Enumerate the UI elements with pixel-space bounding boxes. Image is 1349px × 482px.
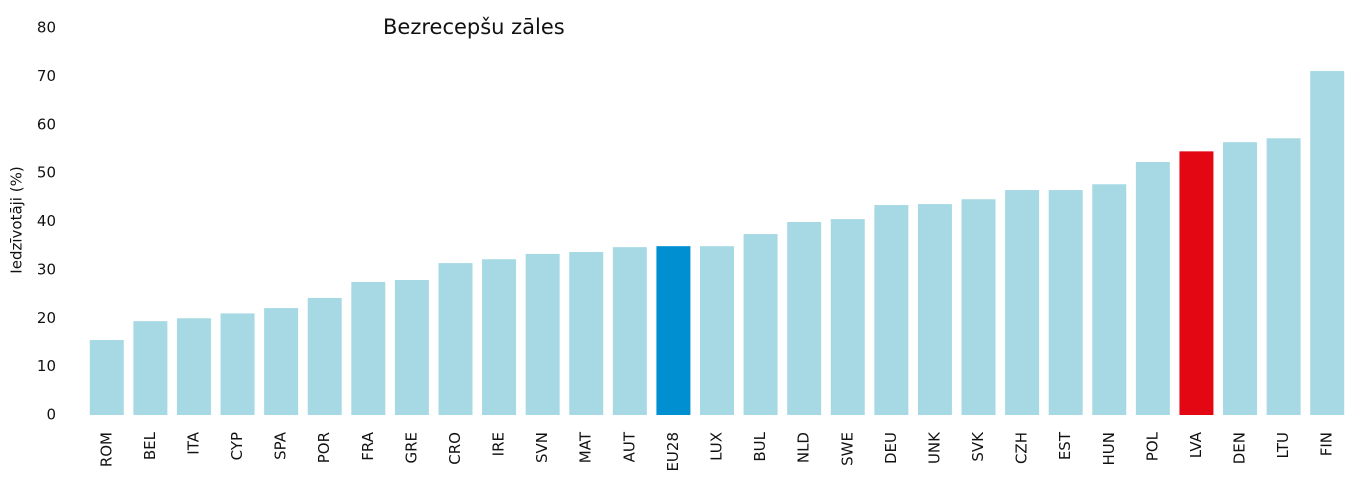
x-tick-label: LTU: [1274, 432, 1292, 458]
x-tick-label: NLD: [795, 432, 813, 463]
bar: [1223, 142, 1258, 416]
bar: [394, 280, 429, 415]
bar: [1005, 190, 1040, 415]
x-tick-label: CYP: [228, 432, 246, 460]
bar: [961, 199, 996, 415]
x-tick-label: CZH: [1013, 432, 1031, 464]
bar: [1092, 184, 1127, 415]
bar: [176, 318, 211, 415]
bar: [1266, 138, 1301, 416]
y-tick-label: 70: [37, 67, 56, 85]
x-tick-label: EU28: [664, 432, 682, 472]
x-tick-label: IRE: [490, 432, 508, 456]
bar: [1048, 190, 1083, 415]
y-tick-label: 30: [37, 260, 56, 278]
y-tick-label: 0: [46, 406, 56, 424]
y-tick-label: 60: [37, 115, 56, 133]
bar: [89, 340, 124, 415]
bar: [438, 263, 473, 415]
x-tick-label: CRO: [446, 432, 464, 465]
bar: [612, 247, 647, 415]
bar: [700, 246, 734, 415]
y-tick-label: 20: [37, 309, 56, 327]
x-tick-label: BEL: [141, 431, 159, 460]
x-tick-label: DEU: [882, 432, 900, 464]
x-tick-label: SVN: [533, 432, 551, 463]
bar: [133, 321, 168, 415]
x-tick-label: ITA: [184, 431, 202, 454]
x-tick-label: FIN: [1318, 432, 1336, 456]
x-tick-label: POR: [315, 432, 333, 463]
bar: [917, 204, 952, 415]
bar: [656, 246, 691, 415]
x-tick-label: EST: [1056, 431, 1074, 460]
y-tick-label: 50: [37, 164, 56, 182]
bar: [569, 251, 604, 415]
y-tick-label: 10: [37, 357, 56, 375]
x-tick-label: SWE: [838, 432, 856, 466]
x-tick-label: SPA: [272, 431, 290, 460]
chart-title: Bezrecepšu zāles: [383, 15, 565, 39]
bar: [482, 259, 517, 415]
bar: [307, 297, 342, 415]
x-tick-label: BUL: [751, 431, 769, 461]
bar: [1310, 71, 1345, 416]
bar: [351, 281, 386, 415]
bar: [525, 253, 560, 415]
x-tick-label: UNK: [925, 431, 943, 464]
bar: [220, 313, 255, 415]
x-tick-label: LUX: [708, 432, 726, 461]
x-tick-label: GRE: [402, 432, 420, 464]
x-tick-label: SVK: [969, 431, 987, 462]
bar: [743, 234, 778, 415]
x-tick-label: FRA: [359, 431, 377, 460]
bar: [787, 221, 822, 415]
y-axis-label: Iedzīvotāji (%): [8, 166, 26, 273]
bar: [264, 308, 299, 415]
bar: [830, 219, 865, 415]
y-tick-label: 40: [37, 212, 56, 230]
x-tick-label: POL: [1143, 431, 1161, 461]
x-tick-label: ROM: [97, 432, 115, 467]
bar: [1179, 151, 1214, 415]
x-tick-label: MAT: [577, 431, 595, 463]
x-tick-label: AUT: [620, 431, 638, 462]
x-tick-label: LVA: [1187, 431, 1205, 458]
bar: [1135, 161, 1170, 415]
bar: [874, 205, 909, 415]
x-tick-label: DEN: [1231, 432, 1249, 464]
y-tick-label: 80: [37, 19, 56, 37]
x-tick-label: HUN: [1100, 432, 1118, 465]
